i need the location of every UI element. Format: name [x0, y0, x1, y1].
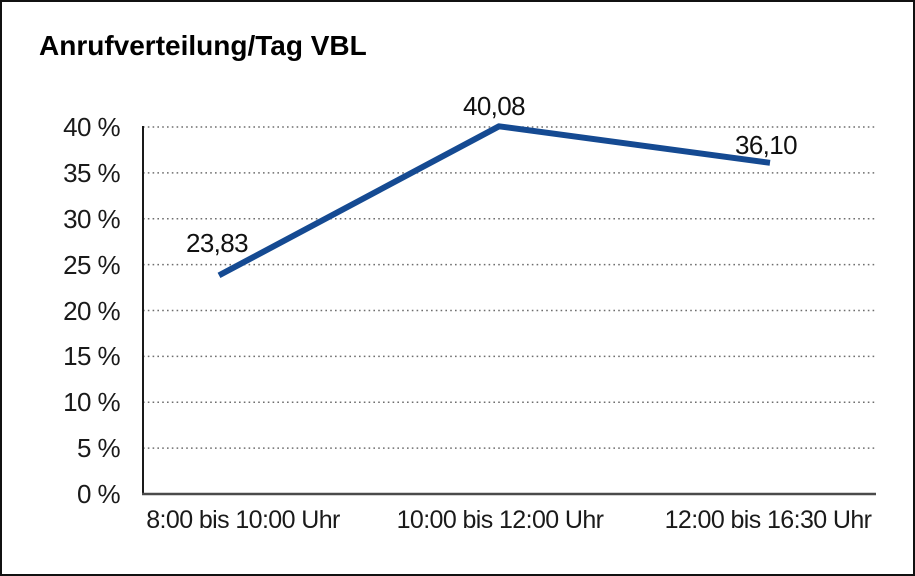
- y-axis-tick-label: 20 %: [63, 295, 120, 326]
- y-axis-tick-label: 10 %: [63, 387, 120, 418]
- chart-title: Anrufverteilung/Tag VBL: [39, 30, 367, 61]
- x-axis-label: 10:00 bis 12:00 Uhr: [396, 506, 604, 534]
- x-axis-label: 12:00 bis 16:30 Uhr: [664, 506, 872, 534]
- data-line: [217, 123, 771, 279]
- data-point-label: 40,08: [462, 91, 526, 122]
- y-axis-tick-label: 15 %: [63, 341, 120, 372]
- y-axis-tick-label: 25 %: [63, 249, 120, 280]
- y-axis-tick-label: 35 %: [63, 157, 120, 188]
- y-axis-tick-label: 30 %: [63, 203, 120, 234]
- data-point-label: 36,10: [734, 129, 798, 160]
- data-point-label: 23,83: [185, 228, 249, 259]
- y-axis-tick-label: 5 %: [76, 433, 121, 464]
- y-axis-tick-label: 0 %: [76, 479, 121, 509]
- x-axis-label: 8:00 bis 10:00 Uhr: [146, 506, 340, 534]
- y-axis-tick-label: 40 %: [63, 112, 120, 142]
